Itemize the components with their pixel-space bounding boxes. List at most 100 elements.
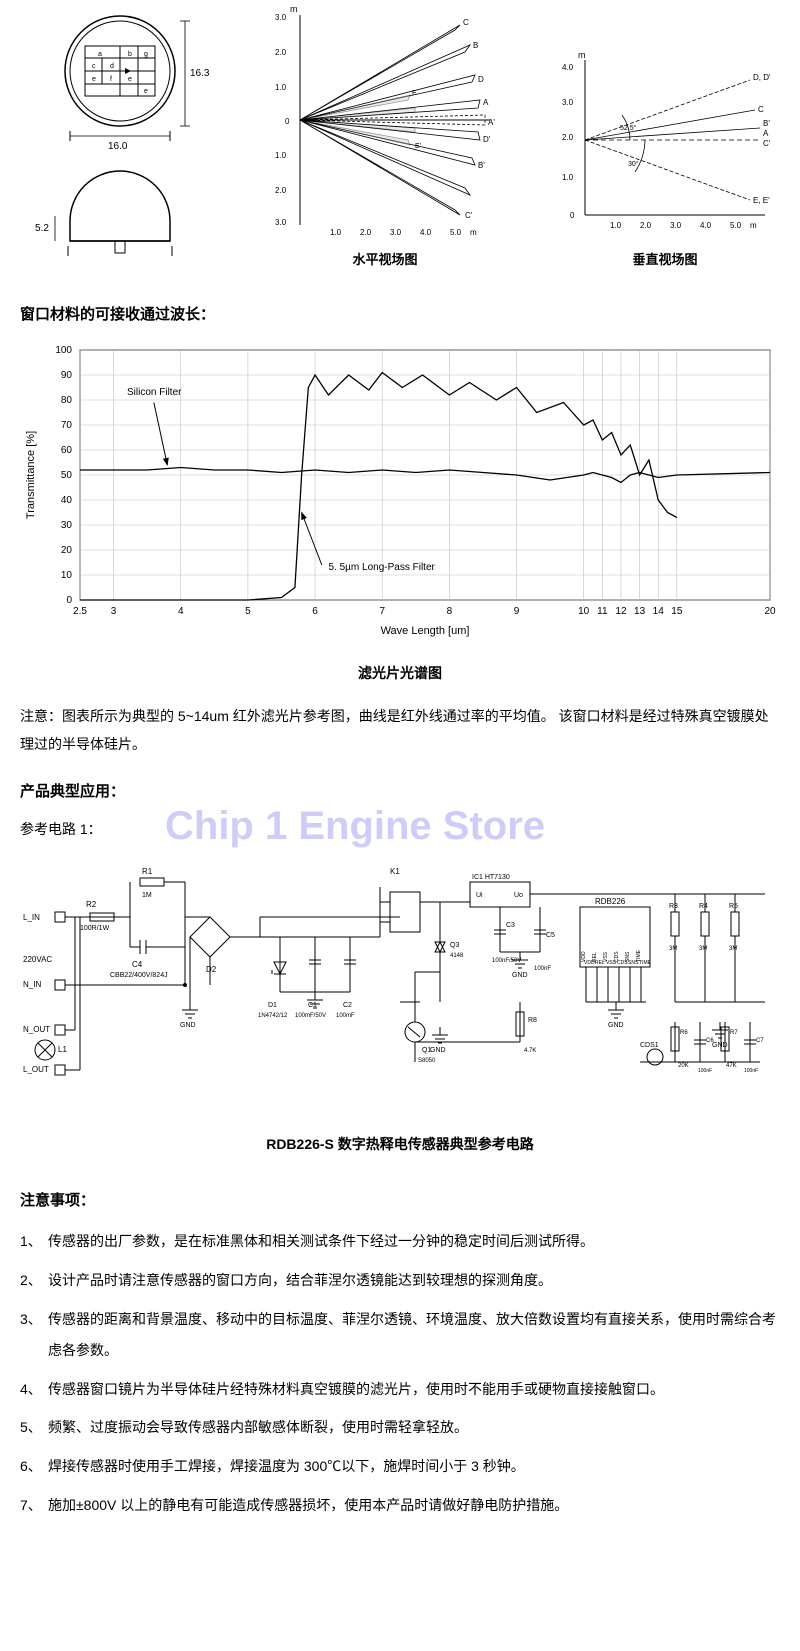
svg-text:e: e: [128, 76, 132, 83]
circuit-diagram: L_IN220VACN_INN_OUTL_OUTL1R2100R/1WR11MC…: [20, 852, 780, 1120]
svg-text:11: 11: [597, 606, 608, 617]
hfov-caption: 水平视场图: [352, 248, 417, 271]
svg-text:GND: GND: [512, 972, 528, 979]
svg-text:K1: K1: [390, 867, 400, 876]
svg-text:CBB22/400V/824J: CBB22/400V/824J: [110, 972, 168, 979]
svg-text:B': B': [478, 161, 485, 170]
svg-text:14: 14: [653, 606, 665, 617]
svg-text:SNS: SNS: [625, 951, 631, 962]
svg-text:3.0: 3.0: [275, 218, 287, 227]
precaution-item: 设计产品时请注意传感器的窗口方向，结合菲涅尔透镜能达到较理想的探测角度。: [20, 1265, 780, 1296]
dim-16-0: 16.0: [108, 141, 128, 152]
svg-text:Wave Length [um]: Wave Length [um]: [381, 625, 470, 637]
svg-text:0: 0: [66, 595, 72, 606]
svg-text:40: 40: [61, 495, 73, 506]
svg-text:Q3: Q3: [450, 942, 459, 949]
svg-text:10: 10: [578, 606, 590, 617]
svg-text:1.0: 1.0: [275, 151, 287, 160]
svg-text:GND: GND: [608, 1022, 624, 1029]
svg-text:R4: R4: [699, 903, 708, 910]
svg-text:2.0: 2.0: [562, 133, 574, 142]
svg-text:80: 80: [61, 395, 73, 406]
section2-heading: 产品典型应用：: [20, 778, 780, 805]
svg-text:CDS: CDS: [614, 951, 620, 962]
svg-text:E: E: [412, 90, 417, 97]
svg-text:c: c: [92, 63, 96, 70]
svg-text:N_IN: N_IN: [23, 980, 41, 989]
svg-text:GND: GND: [180, 1022, 196, 1029]
svg-text:a: a: [98, 51, 102, 58]
precaution-item: 施加±800V 以上的静电有可能造成传感器损坏，使用本产品时请做好静电防护措施。: [20, 1490, 780, 1521]
svg-text:7: 7: [379, 606, 385, 617]
package-diagram: a b g c d e f e e 16.3 16.0: [20, 11, 220, 271]
svg-text:C': C': [763, 139, 771, 148]
svg-text:70: 70: [61, 420, 73, 431]
svg-text:E, E': E, E': [753, 196, 770, 205]
svg-text:2.0: 2.0: [360, 228, 372, 237]
svg-text:C7: C7: [756, 1038, 764, 1044]
svg-text:A: A: [483, 98, 489, 107]
svg-text:C: C: [758, 105, 764, 114]
svg-text:b: b: [128, 51, 132, 58]
svg-text:60: 60: [61, 445, 73, 456]
svg-text:1.0: 1.0: [275, 83, 287, 92]
svg-text:8: 8: [447, 606, 453, 617]
svg-text:A': A': [488, 118, 495, 127]
svg-text:2.0: 2.0: [275, 186, 287, 195]
svg-text:TIME: TIME: [636, 949, 642, 962]
svg-text:52.5°: 52.5°: [620, 124, 637, 132]
svg-text:C4: C4: [132, 960, 143, 969]
svg-text:15: 15: [671, 606, 683, 617]
svg-text:N_OUT: N_OUT: [23, 1025, 50, 1034]
note-text: 注意：图表所示为典型的 5~14um 红外滤光片参考图，曲线是红外线通过率的平均…: [20, 702, 780, 758]
svg-text:4.7K: 4.7K: [524, 1048, 536, 1054]
svg-text:R7: R7: [730, 1030, 738, 1036]
svg-text:1N4742/12: 1N4742/12: [258, 1013, 288, 1019]
svg-text:20K: 20K: [678, 1063, 689, 1069]
svg-text:A: A: [763, 129, 769, 138]
svg-text:D, D': D, D': [753, 73, 771, 82]
svg-text:e: e: [92, 76, 96, 83]
svg-text:50: 50: [61, 470, 73, 481]
svg-text:3.0: 3.0: [670, 221, 682, 230]
svg-text:L1: L1: [58, 1045, 67, 1054]
spectrum-caption: 滤光片光谱图: [20, 661, 780, 686]
svg-text:Ui: Ui: [476, 892, 483, 899]
svg-text:4: 4: [178, 606, 184, 617]
svg-text:Q1: Q1: [422, 1047, 431, 1054]
svg-text:9: 9: [514, 606, 520, 617]
dim-5-2: 5.2: [35, 223, 49, 234]
spectrum-chart: 01020304050607080901002.5345678910111213…: [20, 340, 780, 648]
svg-text:3M: 3M: [729, 946, 737, 952]
svg-text:5: 5: [245, 606, 251, 617]
svg-text:C6: C6: [706, 1038, 714, 1044]
svg-text:D1: D1: [268, 1002, 277, 1009]
svg-text:3M: 3M: [699, 946, 707, 952]
section3-heading: 注意事项：: [20, 1187, 780, 1214]
svg-text:100mF/50V: 100mF/50V: [295, 1013, 326, 1019]
svg-text:0: 0: [285, 117, 290, 126]
svg-text:3.0: 3.0: [562, 98, 574, 107]
svg-text:1.0: 1.0: [330, 228, 342, 237]
svg-text:5. 5µm Long-Pass Filter: 5. 5µm Long-Pass Filter: [328, 562, 435, 573]
svg-text:3M: 3M: [669, 946, 677, 952]
dim-16-3: 16.3: [190, 68, 210, 79]
svg-text:m: m: [750, 221, 757, 230]
svg-text:C5: C5: [546, 932, 555, 939]
svg-text:m: m: [578, 50, 586, 60]
svg-text:12: 12: [615, 606, 627, 617]
svg-text:Transmittance [%]: Transmittance [%]: [25, 431, 37, 519]
svg-text:2.0: 2.0: [640, 221, 652, 230]
svg-text:VSS: VSS: [603, 951, 609, 962]
svg-text:4148: 4148: [450, 953, 464, 959]
vfov-svg: m 4.0 3.0 2.0 1.0 0 1.0 2.0 3.0 4.0 5.0 …: [550, 40, 780, 240]
svg-text:5.0: 5.0: [730, 221, 742, 230]
svg-text:e: e: [144, 88, 148, 95]
svg-text:RDB226: RDB226: [595, 897, 626, 906]
svg-text:3: 3: [111, 606, 117, 617]
svg-text:D2: D2: [206, 965, 217, 974]
svg-text:100nF: 100nF: [698, 1068, 712, 1074]
svg-text:3.0: 3.0: [390, 228, 402, 237]
section1-heading: 窗口材料的可接收通过波长：: [20, 301, 780, 328]
svg-text:REL: REL: [592, 952, 598, 962]
